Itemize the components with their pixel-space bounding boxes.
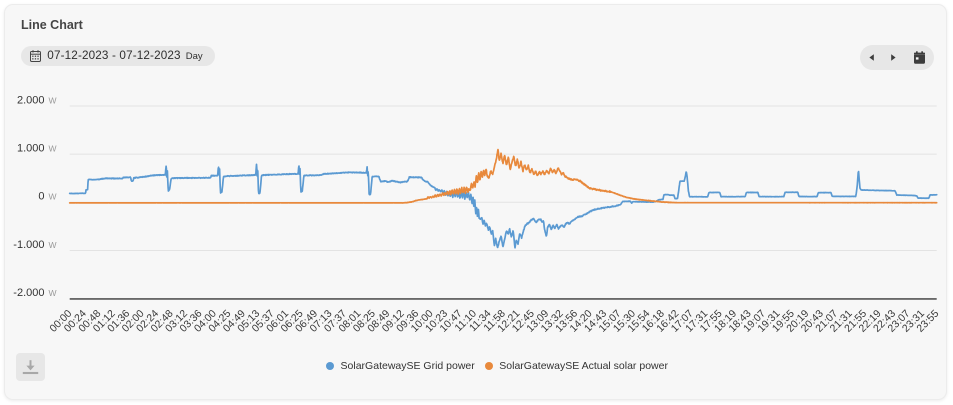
svg-text:1.000: 1.000	[17, 143, 45, 155]
svg-text:W: W	[49, 240, 57, 250]
svg-text:0: 0	[38, 191, 44, 203]
svg-text:W: W	[49, 192, 57, 202]
svg-text:W: W	[49, 288, 57, 298]
svg-text:-1.000: -1.000	[13, 239, 44, 251]
svg-text:W: W	[49, 144, 57, 154]
svg-text:W: W	[49, 95, 57, 105]
svg-text:-2.000: -2.000	[13, 287, 44, 299]
svg-text:2.000: 2.000	[17, 94, 45, 106]
